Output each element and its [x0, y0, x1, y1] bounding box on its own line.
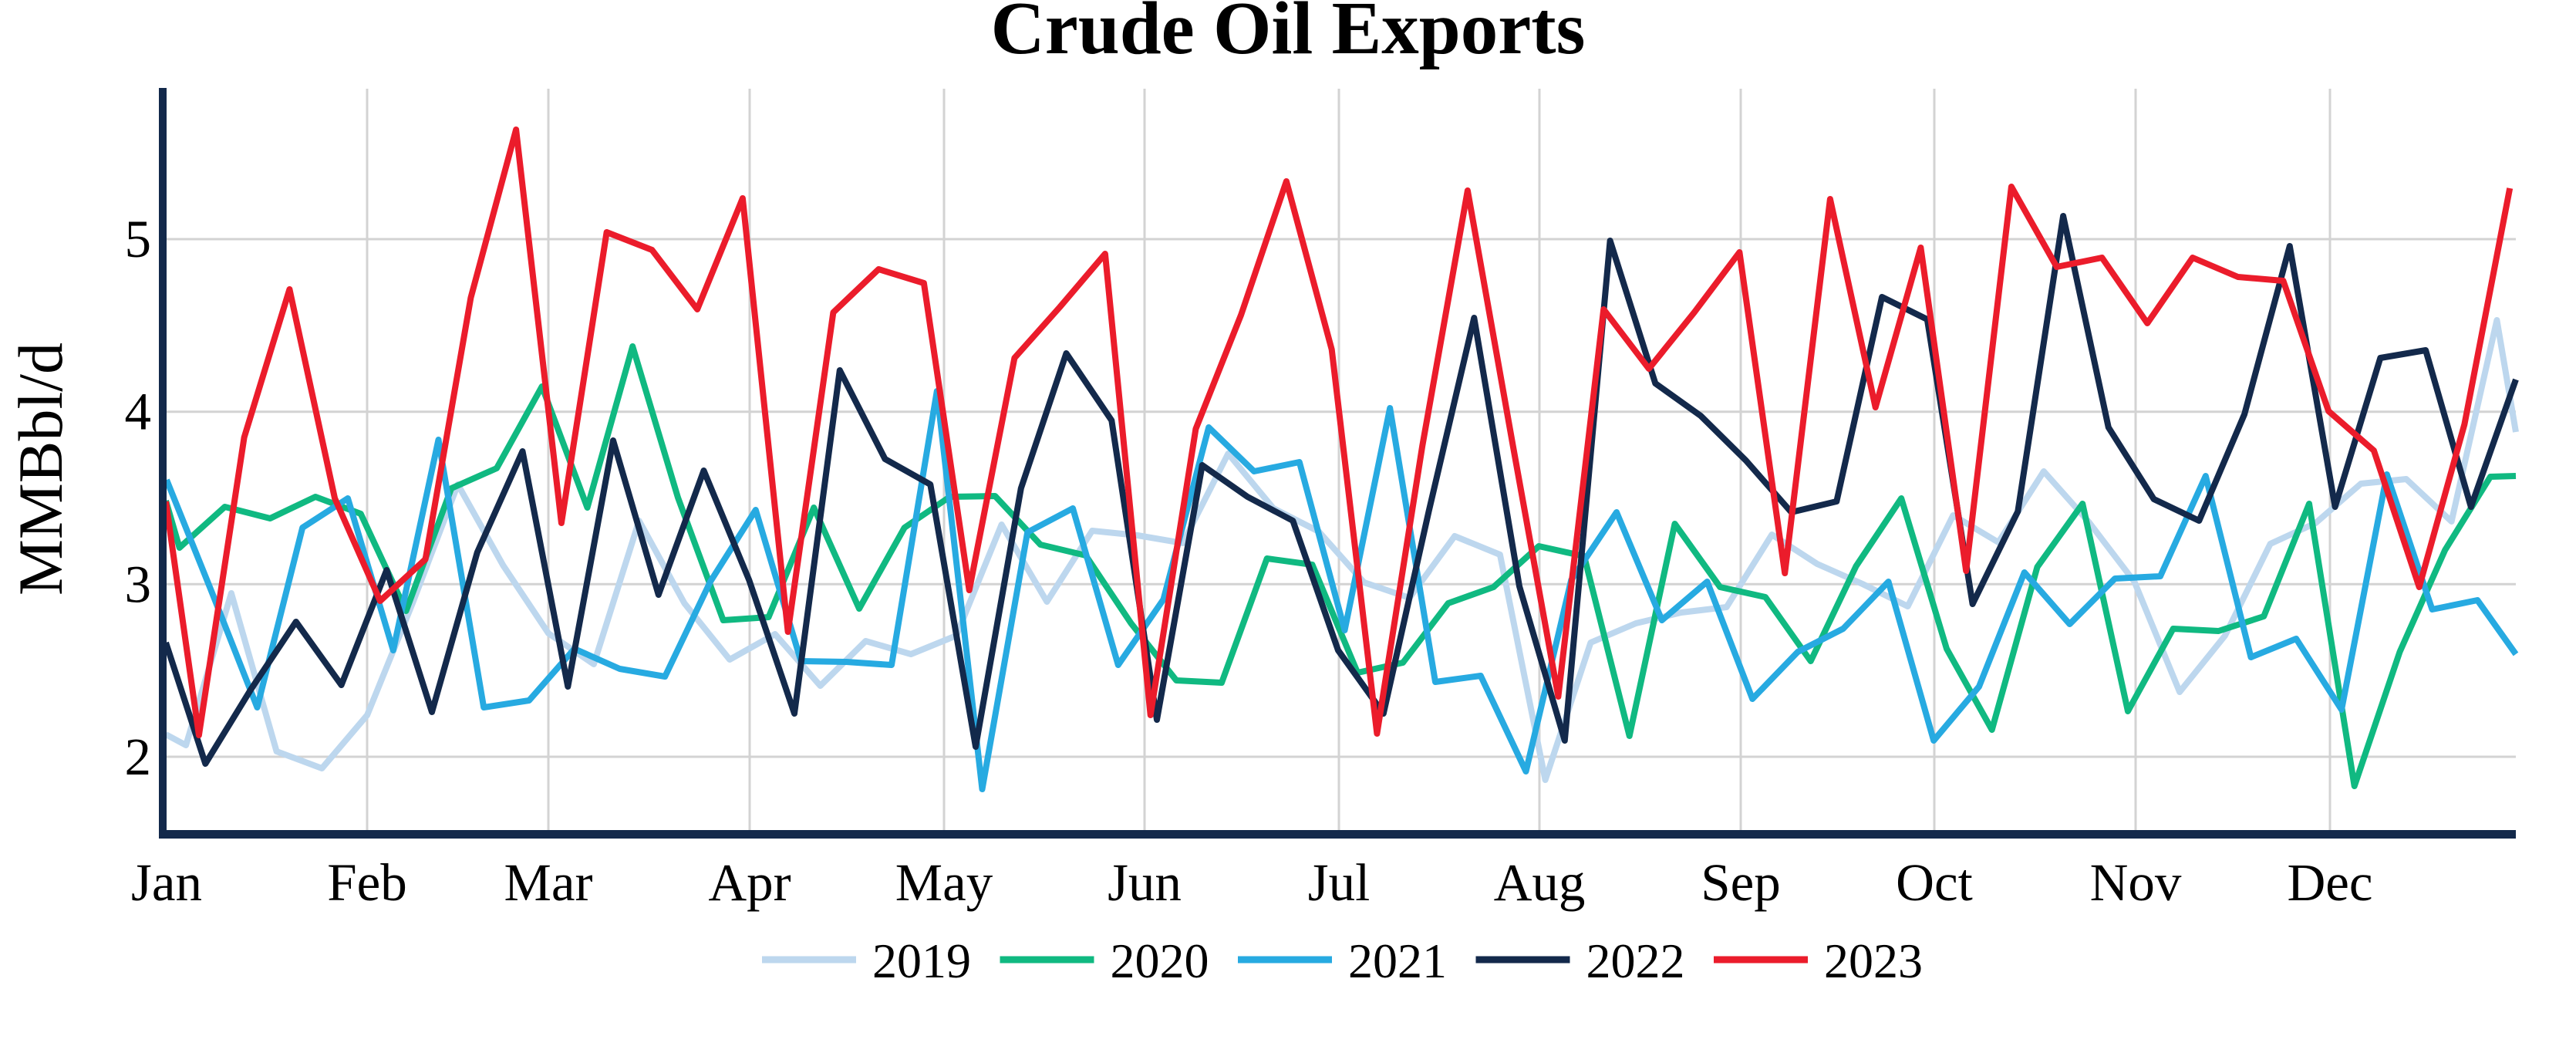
svg-text:Aug: Aug — [1494, 853, 1586, 912]
svg-text:May: May — [895, 853, 993, 912]
svg-text:Dec: Dec — [2287, 853, 2372, 912]
svg-text:2022: 2022 — [1586, 933, 1685, 988]
svg-text:2021: 2021 — [1348, 933, 1447, 988]
svg-text:MMBbl/d: MMBbl/d — [5, 343, 76, 596]
svg-text:2023: 2023 — [1824, 933, 1923, 988]
svg-text:Jul: Jul — [1308, 853, 1371, 912]
svg-text:Feb: Feb — [327, 853, 407, 912]
svg-text:2020: 2020 — [1111, 933, 1209, 988]
svg-text:Sep: Sep — [1701, 853, 1781, 912]
svg-text:Mar: Mar — [504, 853, 593, 912]
svg-text:3: 3 — [125, 555, 152, 613]
svg-text:Nov: Nov — [2090, 853, 2182, 912]
svg-text:4: 4 — [125, 383, 152, 441]
svg-text:2: 2 — [125, 727, 152, 786]
svg-text:Jun: Jun — [1108, 853, 1182, 912]
svg-text:5: 5 — [125, 210, 152, 268]
svg-text:Crude Oil Exports: Crude Oil Exports — [991, 0, 1586, 69]
svg-text:Oct: Oct — [1896, 853, 1973, 912]
svg-text:Jan: Jan — [131, 853, 202, 912]
svg-text:Apr: Apr — [708, 853, 791, 912]
svg-text:2019: 2019 — [872, 933, 971, 988]
